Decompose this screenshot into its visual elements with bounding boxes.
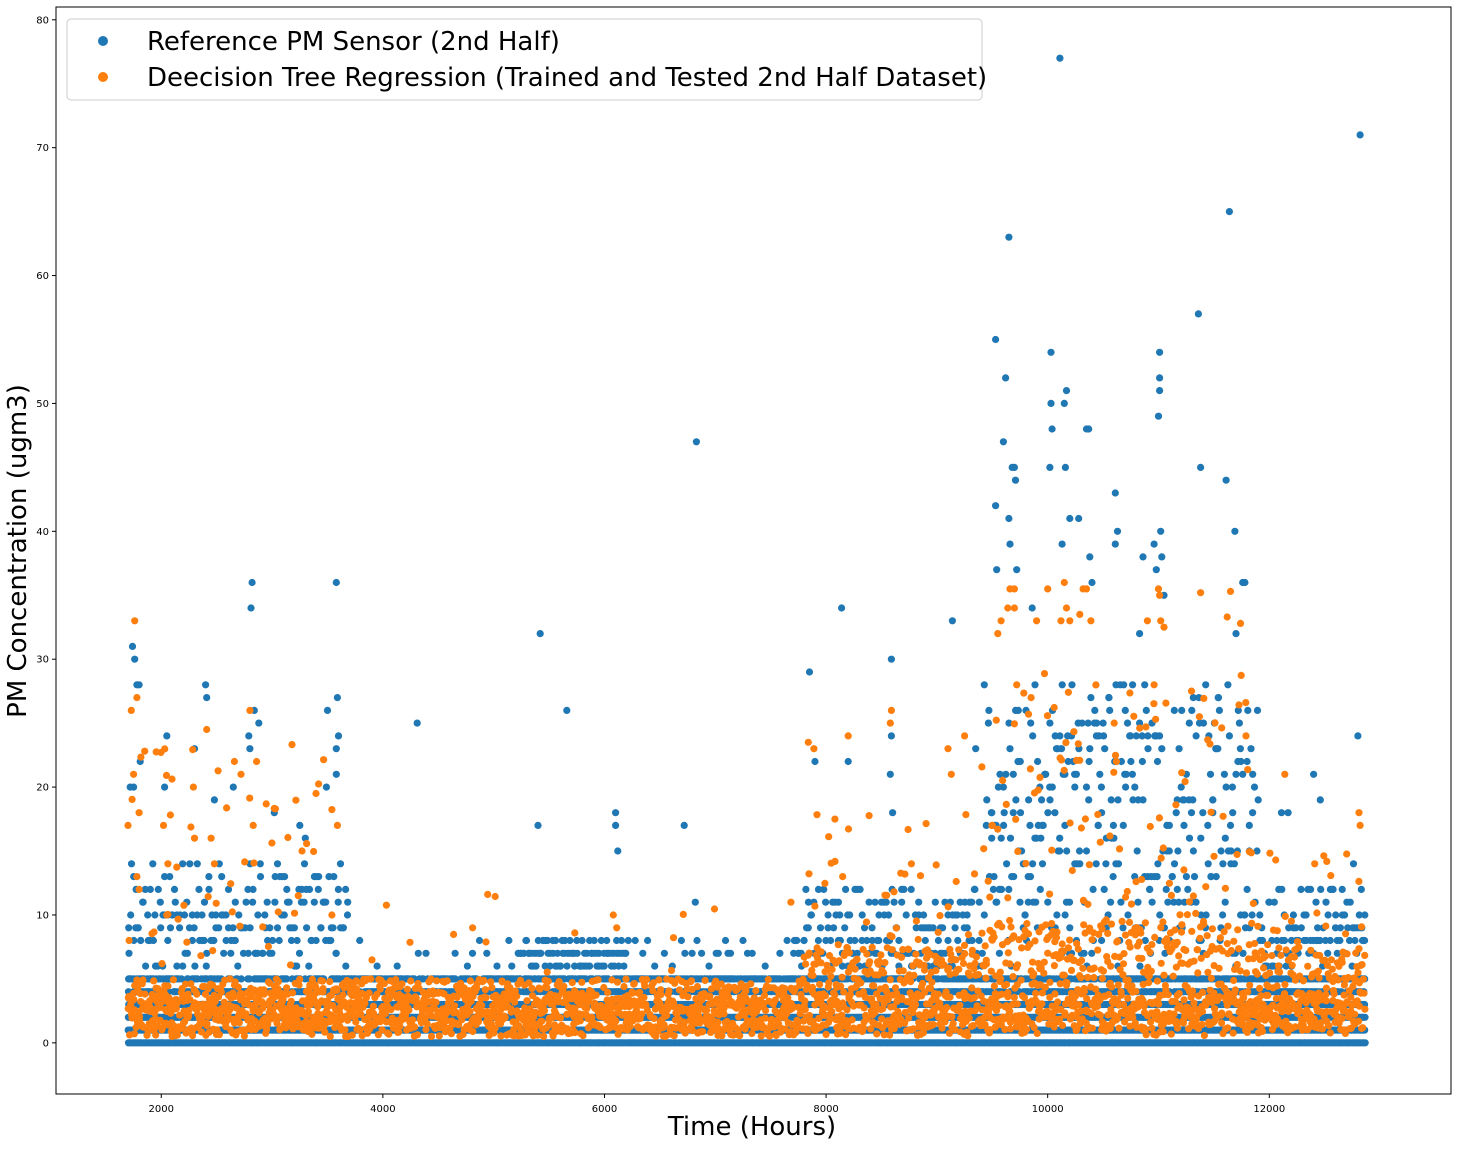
reference-point [283,975,291,983]
reference-point [245,975,253,983]
reference-point [451,975,459,983]
reference-point [177,975,186,983]
points-layer [124,54,1369,1047]
reference-point [237,975,245,983]
